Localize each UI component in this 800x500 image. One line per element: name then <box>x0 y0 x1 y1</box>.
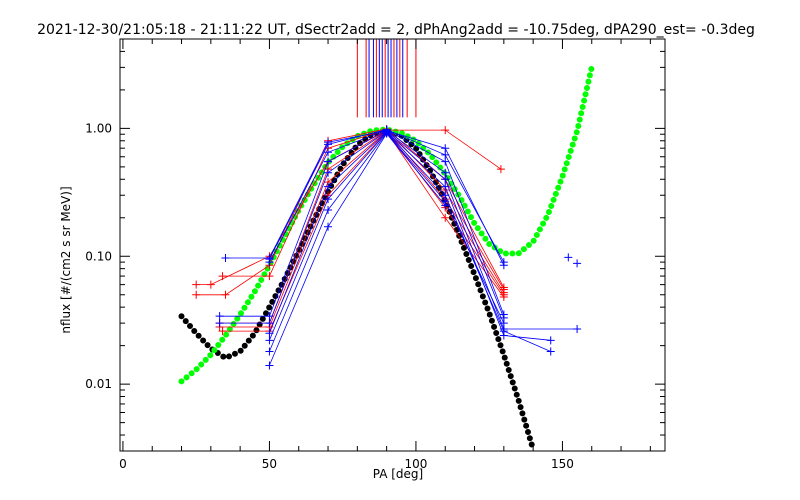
plot-frame <box>119 38 666 452</box>
data-point <box>573 259 582 268</box>
data-point <box>265 336 274 345</box>
series-16 <box>564 253 573 262</box>
data-point <box>206 280 215 289</box>
data-point <box>324 157 333 166</box>
data-point <box>192 280 201 289</box>
x-axis-label: PA [deg] <box>373 467 423 481</box>
series-17 <box>573 259 582 268</box>
fit-curve-1 <box>178 128 537 451</box>
data-point <box>324 148 333 157</box>
y-tick-label: 0.10 <box>85 249 112 263</box>
data-point <box>441 201 450 210</box>
data-point <box>441 144 450 153</box>
data-point <box>564 253 573 262</box>
data-series <box>192 124 582 370</box>
data-point <box>324 206 333 215</box>
series-line <box>222 131 505 332</box>
data-point <box>221 290 230 299</box>
data-point <box>382 129 391 138</box>
data-point <box>546 336 555 345</box>
data-point <box>324 168 333 177</box>
data-point <box>215 312 224 321</box>
y-tick-label: 0.01 <box>85 377 112 391</box>
fit-curves <box>178 64 595 451</box>
x-tick-label: 0 <box>119 457 127 471</box>
data-point <box>221 253 230 262</box>
data-point <box>496 165 505 174</box>
data-point <box>499 258 508 267</box>
data-point <box>218 272 227 281</box>
data-point <box>441 157 450 166</box>
data-point <box>499 293 508 302</box>
x-tick-label: 50 <box>262 457 277 471</box>
chart-title: 2021-12-30/21:05:18 - 21:11:22 UT, dSect… <box>37 22 755 38</box>
data-point <box>324 182 333 191</box>
vertical-markers <box>356 39 417 118</box>
series-line <box>269 131 551 352</box>
series-10 <box>215 126 508 322</box>
data-point <box>265 319 274 328</box>
series-15 <box>265 129 450 370</box>
series-line <box>269 131 551 341</box>
data-point <box>265 258 274 267</box>
data-point <box>573 324 582 333</box>
data-point <box>192 290 201 299</box>
data-point <box>265 347 274 356</box>
data-point <box>218 327 227 336</box>
data-point <box>546 347 555 356</box>
data-point <box>324 140 333 149</box>
series-line <box>225 130 505 266</box>
y-axis-label: nflux [#/(cm2 s sr MeV)] <box>59 186 73 333</box>
data-point <box>441 182 450 191</box>
data-point <box>499 319 508 328</box>
data-point <box>265 272 274 281</box>
y-tick-label: 1.00 <box>85 121 112 135</box>
series-line <box>219 130 505 318</box>
data-point <box>441 213 450 222</box>
data-point <box>324 222 333 231</box>
fit-curve-2 <box>178 64 595 385</box>
data-point <box>499 327 508 336</box>
series-3 <box>218 125 508 294</box>
data-point <box>441 126 450 135</box>
axes: 0 50 100 150 0.01 0.10 1.00 <box>85 38 666 471</box>
x-tick-label: 150 <box>551 457 574 471</box>
series-line <box>222 129 505 290</box>
series-line <box>269 132 446 366</box>
data-point <box>265 361 274 370</box>
data-point <box>441 175 450 184</box>
data-point <box>215 319 224 328</box>
x-tick-label: 100 <box>404 457 427 471</box>
data-point <box>324 195 333 204</box>
